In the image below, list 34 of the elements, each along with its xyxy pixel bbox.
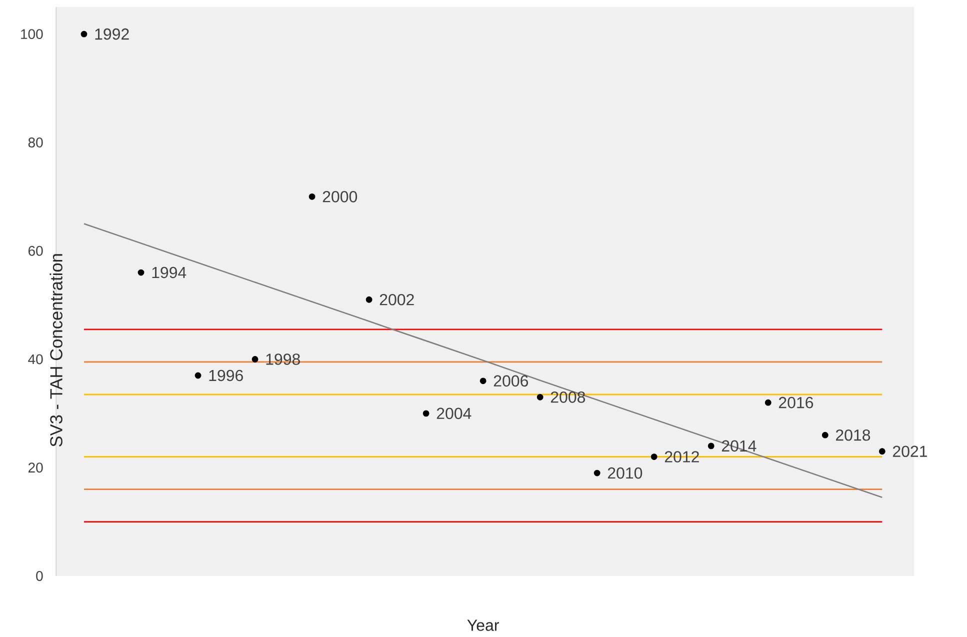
x-tick-label: 2002	[380, 294, 414, 306]
point	[594, 470, 600, 476]
point	[878, 448, 886, 455]
y-axis-title: SV3 - TAH Concentration	[50, 254, 62, 447]
point	[480, 378, 486, 384]
x-tick-label: 2021	[892, 446, 927, 458]
point	[822, 432, 828, 438]
point	[708, 442, 714, 450]
y-tick-label: 60	[28, 246, 43, 256]
x-tick-label: 2018	[836, 429, 870, 441]
point	[138, 269, 144, 276]
point	[194, 372, 202, 379]
x-tick-label: 2006	[494, 375, 528, 387]
x-tick-label: 2016	[778, 396, 814, 408]
x-tick-label: 2004	[436, 408, 472, 420]
point	[80, 30, 88, 38]
point	[422, 410, 430, 417]
x-axis-title: Year	[467, 620, 499, 631]
point	[308, 193, 316, 200]
y-tick-label: 0	[36, 571, 43, 581]
x-tick-label: 2000	[322, 191, 358, 202]
y-tick-label: 20	[28, 462, 43, 473]
point	[252, 356, 258, 362]
x-tick-label: 1996	[209, 370, 243, 382]
point	[536, 394, 544, 400]
point	[650, 454, 658, 460]
y-tick-label: 80	[28, 138, 43, 148]
point	[366, 296, 372, 303]
x-tick-label: 2010	[608, 467, 642, 479]
y-tick-label: 40	[28, 354, 43, 364]
point	[764, 399, 772, 406]
x-tick-label: 1994	[152, 266, 186, 278]
x-tick-label: 1992	[95, 28, 129, 40]
y-tick-label: 100	[21, 29, 43, 40]
